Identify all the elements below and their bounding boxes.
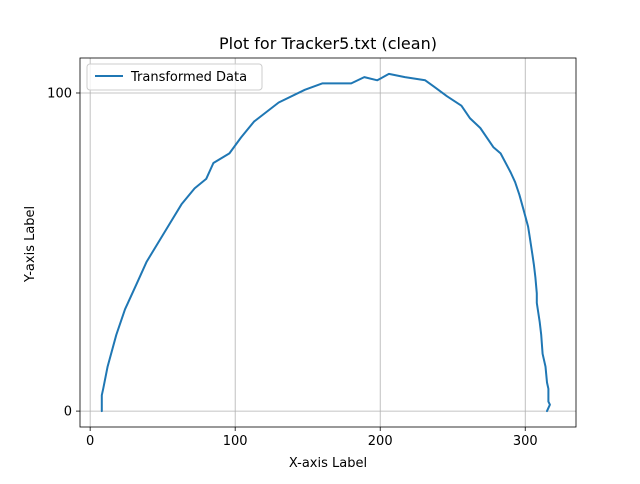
legend-box xyxy=(86,63,263,91)
chart-title: Plot for Tracker5.txt (clean) xyxy=(219,34,437,53)
x-tick-label: 300 xyxy=(513,434,538,449)
y-tick-label: 100 xyxy=(47,86,72,101)
y-tick-label: 0 xyxy=(64,405,72,420)
legend: Transformed Data xyxy=(86,63,263,91)
plot-frame xyxy=(79,57,577,428)
grid-lines xyxy=(80,58,576,427)
legend-label: Transformed Data xyxy=(130,70,247,85)
x-axis-label: X-axis Label xyxy=(289,456,367,471)
x-tick-label: 0 xyxy=(86,434,94,449)
x-tick-label: 200 xyxy=(368,434,393,449)
axis-ticks: 0 100 200 300 0 100 xyxy=(47,86,537,449)
series-group xyxy=(100,72,551,413)
x-tick-label: 100 xyxy=(223,434,248,449)
y-axis-label: Y-axis Label xyxy=(23,206,38,283)
series-line xyxy=(100,72,551,413)
